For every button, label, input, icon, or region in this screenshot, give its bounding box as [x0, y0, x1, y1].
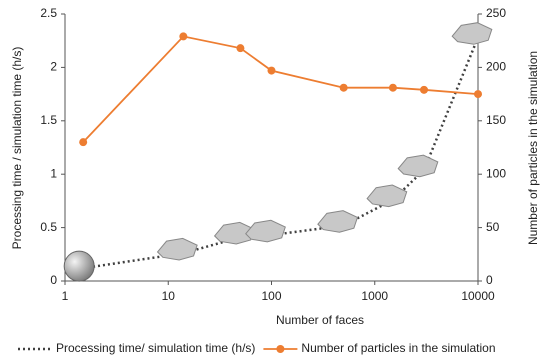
particle-marker [317, 210, 359, 233]
series-line [82, 35, 479, 143]
x-tick-label: 100 [261, 289, 281, 303]
y-tick-label: 0 [50, 273, 57, 287]
x-tick-label: 10 [162, 289, 176, 303]
particle-marker [397, 154, 439, 178]
y-tick-label: 0.5 [40, 220, 57, 234]
x-axis-title: Number of faces [276, 313, 364, 327]
point [267, 66, 276, 75]
y2-tick-label: 250 [486, 6, 506, 20]
x-tick-label: 10000 [461, 289, 495, 303]
y2-axis-title: Number of particles in the simulation [526, 51, 540, 245]
y2-tick-label: 200 [486, 60, 506, 74]
y2-tick-label: 50 [486, 220, 500, 234]
point [388, 83, 397, 92]
y-tick-label: 2 [50, 60, 57, 74]
point [420, 85, 429, 94]
legend-marker [276, 345, 285, 353]
point [236, 44, 245, 53]
x-tick-label: 1000 [361, 289, 388, 303]
y-axis-title: Processing time / simulation time (h/s) [10, 47, 24, 250]
particle-marker [156, 237, 198, 261]
legend-label: Processing time/ simulation time (h/s) [56, 341, 255, 355]
y-tick-label: 2.5 [40, 6, 57, 20]
y2-tick-label: 100 [486, 166, 506, 180]
point [474, 90, 482, 99]
point [79, 138, 88, 147]
y-tick-label: 1 [50, 166, 57, 180]
particle-marker [245, 219, 286, 243]
particle-marker [366, 184, 408, 208]
y2-tick-label: 0 [486, 273, 493, 287]
y2-tick-label: 150 [486, 113, 506, 127]
particle-marker [451, 22, 493, 45]
y-tick-label: 1.5 [40, 113, 57, 127]
point [339, 83, 348, 92]
particle-marker [63, 250, 95, 282]
x-tick-label: 1 [62, 289, 69, 303]
legend-label: Number of particles in the simulation [301, 341, 495, 355]
point [179, 32, 188, 41]
